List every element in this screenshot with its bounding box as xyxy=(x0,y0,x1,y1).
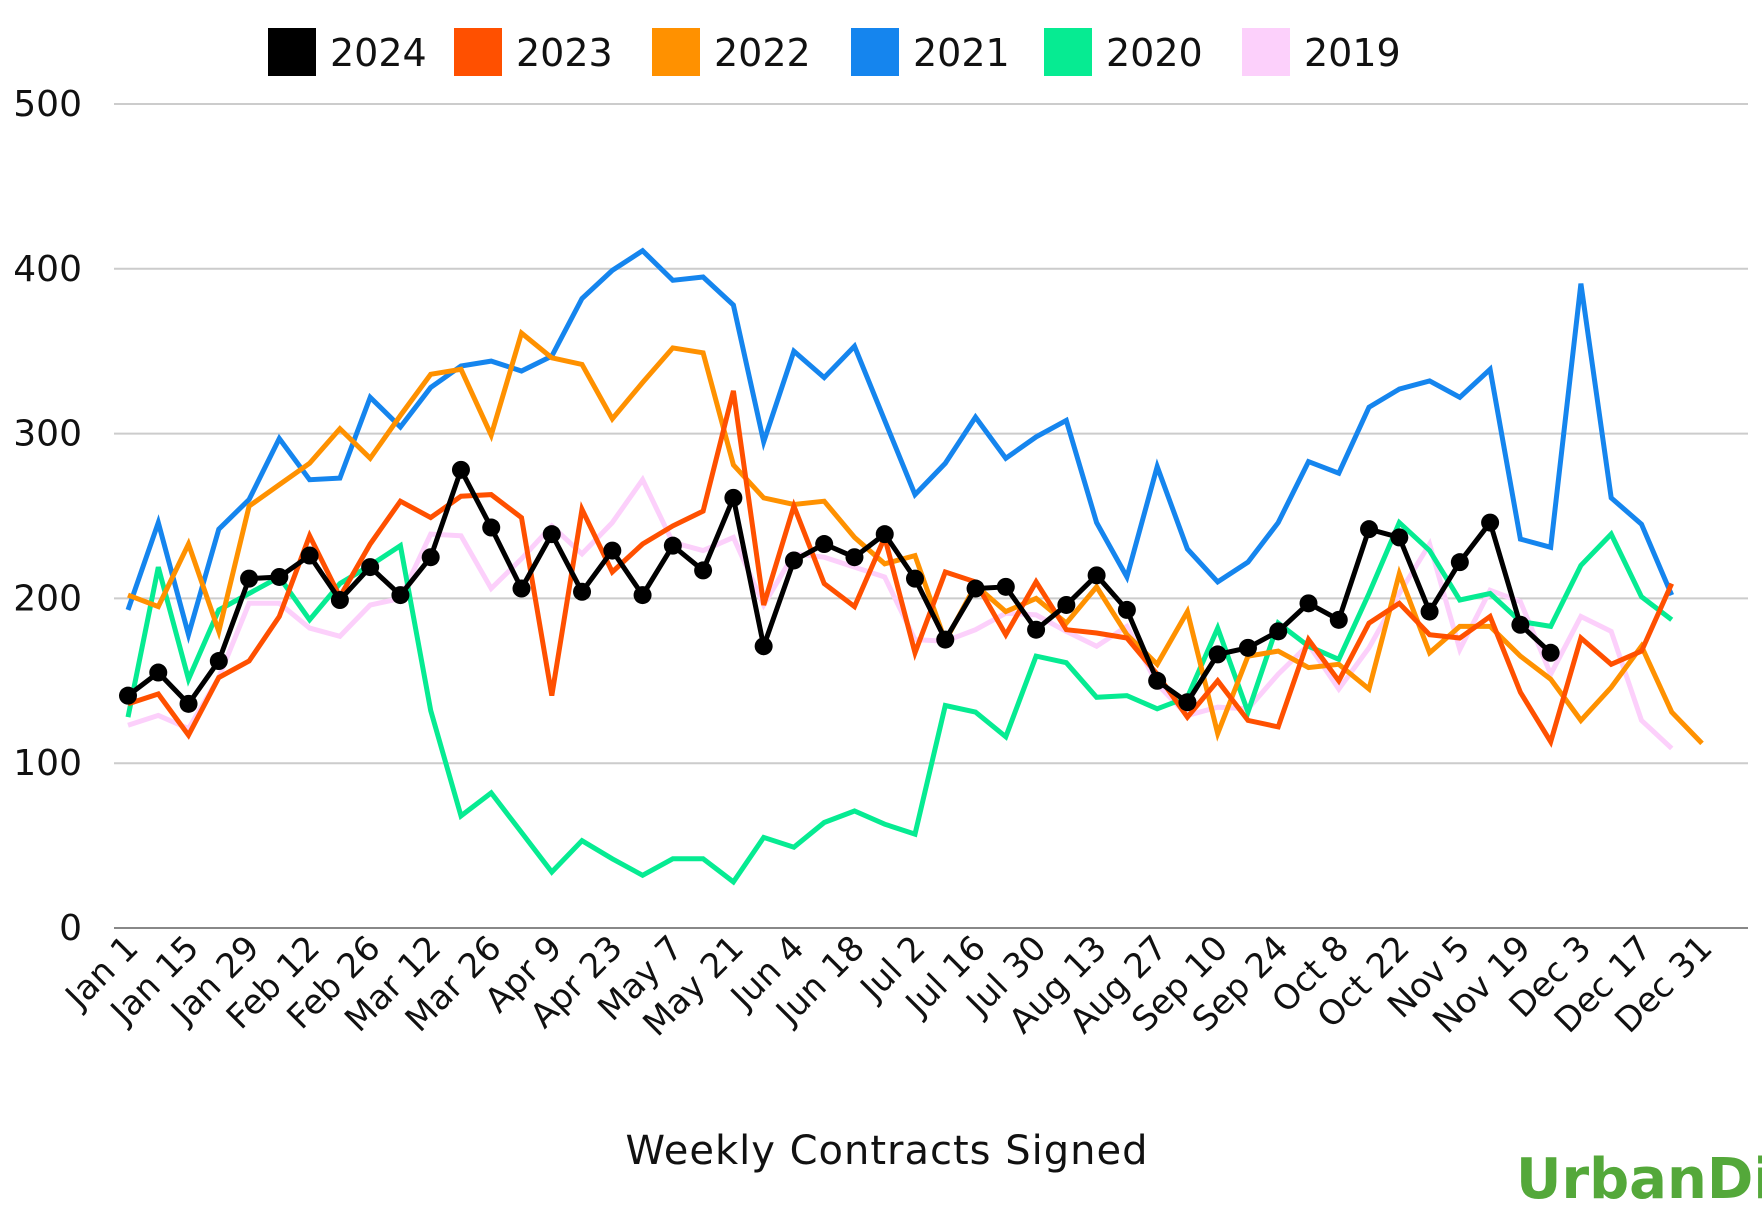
legend-item-2024[interactable]: 2024 xyxy=(268,28,427,76)
legend-label: 2020 xyxy=(1106,31,1203,75)
series-2022 xyxy=(127,328,1704,746)
data-point-2024[interactable] xyxy=(1329,610,1348,629)
data-point-2024[interactable] xyxy=(1481,513,1500,532)
legend: 2024 2023 2022 2021 2020 2019 xyxy=(268,28,1401,76)
data-point-2024[interactable] xyxy=(209,652,228,671)
data-point-2024[interactable] xyxy=(270,567,289,586)
series-2019 xyxy=(127,474,1674,751)
data-point-2024[interactable] xyxy=(815,535,834,554)
series-line-2024 xyxy=(126,463,1553,708)
legend-label: 2024 xyxy=(330,31,427,75)
data-point-2024[interactable] xyxy=(573,582,592,601)
data-point-2024[interactable] xyxy=(875,525,894,544)
y-tick-label: 300 xyxy=(13,414,82,455)
series-line-2020 xyxy=(125,518,1674,886)
series-line-2023 xyxy=(127,390,1674,748)
series-line-2021 xyxy=(125,247,1674,645)
data-point-2024[interactable] xyxy=(421,548,440,567)
data-point-2024[interactable] xyxy=(1420,602,1439,621)
data-point-2024[interactable] xyxy=(240,569,259,588)
y-axis-ticks: 0 100 200 300 400 500 xyxy=(13,84,82,949)
legend-swatch xyxy=(652,28,700,76)
y-tick-label: 400 xyxy=(13,249,82,290)
data-point-2024[interactable] xyxy=(149,663,168,682)
data-point-2024[interactable] xyxy=(361,558,380,577)
legend-item-2020[interactable]: 2020 xyxy=(1044,28,1203,76)
data-point-2024[interactable] xyxy=(996,577,1015,596)
data-point-2024[interactable] xyxy=(1511,615,1530,634)
legend-swatch xyxy=(454,28,502,76)
data-point-2024[interactable] xyxy=(603,541,622,560)
data-point-2024[interactable] xyxy=(1087,566,1106,585)
data-point-2024[interactable] xyxy=(633,586,652,605)
series-2024 xyxy=(119,460,1560,713)
data-point-2024[interactable] xyxy=(300,546,319,565)
series-2021 xyxy=(125,247,1674,645)
data-point-2024[interactable] xyxy=(1269,622,1288,641)
legend-item-2021[interactable]: 2021 xyxy=(851,28,1010,76)
data-point-2024[interactable] xyxy=(724,488,743,507)
series-line-2022 xyxy=(127,328,1704,746)
legend-swatch xyxy=(268,28,316,76)
data-point-2024[interactable] xyxy=(1238,638,1257,657)
brand-logo: UrbanDigs xyxy=(1516,1147,1762,1212)
data-point-2024[interactable] xyxy=(1299,594,1318,613)
y-tick-label: 500 xyxy=(13,84,82,125)
legend-label: 2021 xyxy=(913,31,1010,75)
data-point-2024[interactable] xyxy=(482,518,501,537)
data-point-2024[interactable] xyxy=(754,637,773,656)
data-point-2024[interactable] xyxy=(1117,600,1136,619)
legend-item-2019[interactable]: 2019 xyxy=(1242,28,1401,76)
data-point-2024[interactable] xyxy=(966,579,985,598)
x-axis-title: Weekly Contracts Signed xyxy=(626,1128,1149,1174)
data-point-2024[interactable] xyxy=(1208,645,1227,664)
data-point-2024[interactable] xyxy=(1057,595,1076,614)
data-point-2024[interactable] xyxy=(330,591,349,610)
data-point-2024[interactable] xyxy=(1450,553,1469,572)
legend-label: 2019 xyxy=(1304,31,1401,75)
data-point-2024[interactable] xyxy=(1390,528,1409,547)
data-point-2024[interactable] xyxy=(784,551,803,570)
data-point-2024[interactable] xyxy=(119,686,137,705)
gridlines xyxy=(114,103,1748,929)
data-point-2024[interactable] xyxy=(512,579,531,598)
y-tick-label: 200 xyxy=(13,578,82,619)
legend-swatch xyxy=(1044,28,1092,76)
data-point-2024[interactable] xyxy=(451,460,470,479)
data-point-2024[interactable] xyxy=(179,694,198,713)
series-2023 xyxy=(127,390,1674,748)
legend-item-2022[interactable]: 2022 xyxy=(652,28,811,76)
data-point-2024[interactable] xyxy=(1360,520,1379,539)
legend-swatch xyxy=(1242,28,1290,76)
data-point-2024[interactable] xyxy=(391,586,410,605)
y-tick-label: 100 xyxy=(13,743,82,784)
data-point-2024[interactable] xyxy=(663,536,682,555)
series-line-2019 xyxy=(127,474,1674,751)
series-lines xyxy=(119,247,1704,886)
data-point-2024[interactable] xyxy=(845,548,864,567)
legend-item-2023[interactable]: 2023 xyxy=(454,28,613,76)
data-point-2024[interactable] xyxy=(542,525,561,544)
data-point-2024[interactable] xyxy=(936,630,955,649)
data-point-2024[interactable] xyxy=(906,569,924,588)
data-point-2024[interactable] xyxy=(1541,643,1560,662)
legend-swatch xyxy=(851,28,899,76)
data-point-2024[interactable] xyxy=(1178,693,1197,712)
data-point-2024[interactable] xyxy=(694,561,713,580)
legend-label: 2023 xyxy=(516,31,613,75)
series-2020 xyxy=(125,518,1674,886)
data-point-2024[interactable] xyxy=(1148,671,1167,690)
legend-label: 2022 xyxy=(714,31,811,75)
data-point-2024[interactable] xyxy=(1027,620,1046,639)
y-tick-label: 0 xyxy=(59,908,82,949)
